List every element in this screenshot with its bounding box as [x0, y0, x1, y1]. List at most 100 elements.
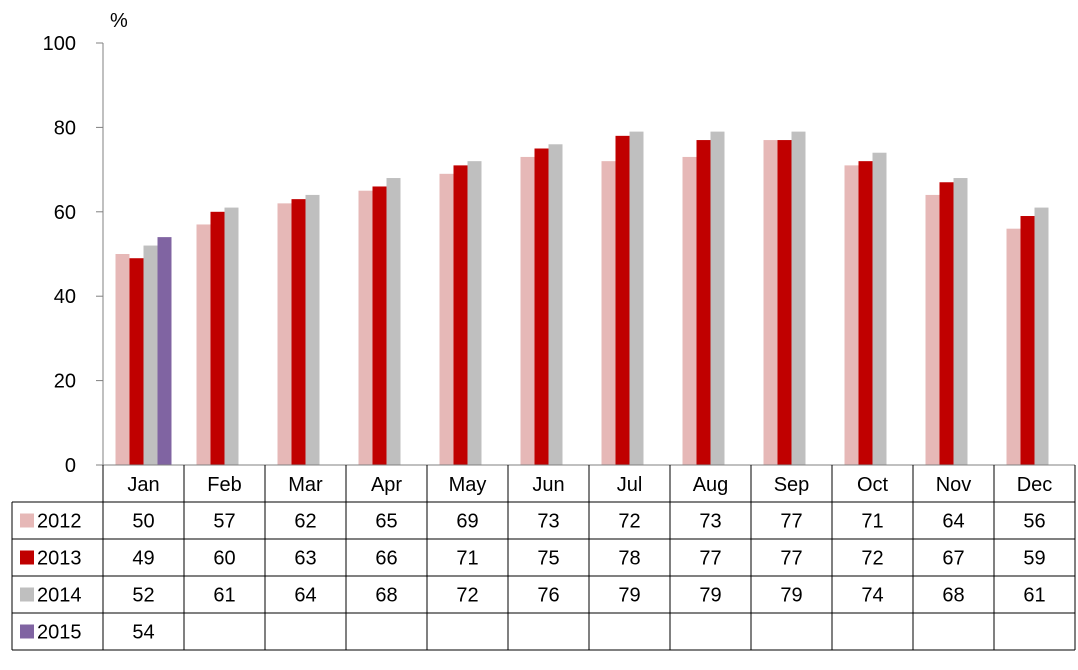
x-tick-label: Nov	[936, 474, 972, 496]
y-tick-label: 80	[54, 117, 76, 139]
legend-swatch-2013	[20, 550, 34, 565]
bar-2013-jan	[129, 258, 144, 465]
bar-2013-oct	[858, 161, 873, 465]
x-tick-label: Mar	[288, 474, 323, 496]
table-cell-value: 71	[861, 511, 883, 533]
legend-label: 2015	[37, 622, 82, 644]
bar-2014-oct	[872, 152, 887, 465]
bar-2013-sep	[777, 140, 792, 465]
bar-2014-jun	[548, 144, 563, 465]
table-cell-value: 62	[294, 511, 316, 533]
table-cell-value: 64	[294, 585, 316, 607]
table-cell-value: 73	[699, 511, 721, 533]
table-cell-value: 61	[213, 585, 235, 607]
bar-2013-may	[453, 165, 468, 465]
bar-2015-jan	[157, 237, 172, 465]
bar-2012-jul	[601, 161, 616, 465]
legend-label: 2013	[37, 548, 82, 570]
bar-2013-mar	[291, 199, 306, 465]
bar-2014-mar	[305, 194, 320, 466]
bar-2012-nov	[925, 194, 940, 466]
bar-2012-sep	[763, 140, 778, 465]
table-cell-value: 65	[375, 511, 397, 533]
table-cell-value: 57	[213, 511, 235, 533]
table-cell-value: 68	[375, 585, 397, 607]
legend-swatch-2012	[20, 513, 34, 528]
x-tick-label: Jul	[617, 474, 643, 496]
table-cell-value: 79	[780, 585, 802, 607]
table-cell-value: 74	[861, 585, 883, 607]
table-cell-value: 79	[618, 585, 640, 607]
x-tick-label: Jan	[127, 474, 159, 496]
table-cell-value: 71	[456, 548, 478, 570]
table-cell-value: 77	[780, 511, 802, 533]
bar-2012-mar	[277, 203, 292, 466]
table-cell-value: 79	[699, 585, 721, 607]
table-cell-value: 56	[1023, 511, 1045, 533]
bar-series	[115, 131, 1049, 466]
legend-swatch-2015	[20, 624, 34, 639]
bar-2014-feb	[224, 207, 239, 465]
bar-2013-dec	[1020, 216, 1035, 465]
y-axis-label: %	[110, 10, 128, 32]
table-cell-value: 54	[132, 622, 154, 644]
bar-2014-may	[467, 161, 482, 465]
bar-2012-dec	[1006, 228, 1021, 465]
y-axis: 0 20 40 60 80 100	[43, 33, 104, 477]
table-cell-value: 72	[618, 511, 640, 533]
x-tick-label: Jun	[532, 474, 564, 496]
bar-2012-apr	[358, 190, 373, 465]
x-tick-label: Sep	[774, 474, 810, 496]
y-tick-label: 20	[54, 371, 76, 393]
x-tick-label: Feb	[207, 474, 241, 496]
x-tick-label: May	[449, 474, 487, 496]
table-cell-value: 49	[132, 548, 154, 570]
bar-2013-jun	[534, 148, 549, 465]
y-tick-label: 60	[54, 202, 76, 224]
table-cell-value: 77	[780, 548, 802, 570]
bar-2014-jul	[629, 131, 644, 465]
table-cell-value: 63	[294, 548, 316, 570]
y-tick-label: 40	[54, 286, 76, 308]
bar-2013-aug	[696, 140, 711, 465]
legend-swatch-2014	[20, 587, 34, 602]
table-cell-value: 72	[861, 548, 883, 570]
bar-2013-feb	[210, 211, 225, 465]
y-tick-label: 0	[65, 455, 76, 477]
bar-2014-nov	[953, 178, 968, 466]
table-cell-value: 67	[942, 548, 964, 570]
table-cell-value: 75	[537, 548, 559, 570]
x-tick-label: Dec	[1017, 474, 1053, 496]
bar-2012-jun	[520, 156, 535, 465]
bar-2014-aug	[710, 131, 725, 465]
x-tick-label: Apr	[371, 474, 402, 496]
bar-2014-sep	[791, 131, 806, 465]
bar-2013-nov	[939, 182, 954, 465]
table-cell-value: 64	[942, 511, 964, 533]
bar-2013-apr	[372, 186, 387, 466]
table-cell-value: 69	[456, 511, 478, 533]
table-cell-value: 52	[132, 585, 154, 607]
bar-2012-jan	[115, 254, 130, 465]
bar-2014-jan	[143, 245, 158, 465]
table-cell-value: 59	[1023, 548, 1045, 570]
table-cell-value: 60	[213, 548, 235, 570]
table-cell-value: 61	[1023, 585, 1045, 607]
y-tick-label: 100	[43, 33, 76, 55]
bar-2012-aug	[682, 156, 697, 465]
bar-2013-jul	[615, 135, 630, 465]
bar-2012-may	[439, 173, 454, 465]
legend-label: 2012	[37, 511, 82, 533]
bar-2014-apr	[386, 178, 401, 466]
table-cell-value: 68	[942, 585, 964, 607]
bar-2012-feb	[196, 224, 211, 465]
x-tick-label: Aug	[693, 474, 729, 496]
table-cell-value: 73	[537, 511, 559, 533]
bar-2014-dec	[1034, 207, 1049, 465]
bar-2012-oct	[844, 165, 859, 465]
table-cell-value: 50	[132, 511, 154, 533]
table-cell-value: 72	[456, 585, 478, 607]
data-table: Jan Feb Mar Apr May Jun Jul Aug Sep Oct Nov Dec 2012…	[11, 464, 1076, 651]
legend-label: 2014	[37, 585, 82, 607]
